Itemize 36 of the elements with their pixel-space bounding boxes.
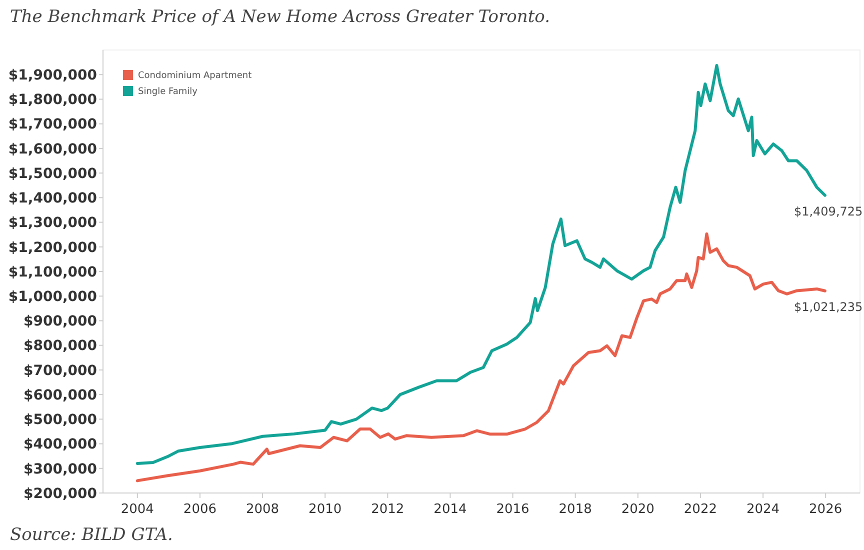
annotation: $1,409,725 [794, 204, 863, 218]
y-tick-label: $1,100,000 [8, 264, 98, 280]
x-tick-label: 2008 [246, 502, 280, 517]
y-tick-label: $1,500,000 [8, 166, 98, 182]
y-tick-label: $1,900,000 [8, 68, 98, 84]
y-tick-label: $1,000,000 [8, 289, 98, 306]
y-tick-label: $600,000 [23, 387, 98, 404]
legend-label: Single Family [138, 87, 198, 98]
y-tick-label: $1,700,000 [8, 116, 98, 133]
chart-title: The Benchmark Price of A New Home Across Greater Toronto. [10, 7, 550, 27]
x-tick-label: 2004 [120, 502, 154, 517]
y-tick-label: $800,000 [23, 338, 98, 354]
x-tick-label: 2024 [746, 502, 780, 517]
x-tick-label: 2022 [684, 502, 718, 517]
y-tick-label: $300,000 [23, 461, 98, 478]
x-tick-label: 2026 [809, 502, 842, 517]
x-tick-label: 2016 [496, 502, 530, 517]
annotation: $1,021,235 [794, 300, 863, 314]
y-tick-label: $1,300,000 [8, 215, 98, 232]
y-tick-label: $1,200,000 [8, 240, 98, 256]
y-tick-label: $1,600,000 [8, 141, 98, 158]
legend-label: Condominium Apartment [138, 71, 252, 82]
y-tick-label: $500,000 [23, 412, 98, 428]
y-tick-label: $1,800,000 [8, 92, 98, 108]
y-tick-label: $200,000 [23, 486, 98, 502]
y-tick-label: $400,000 [23, 436, 98, 453]
x-tick-label: 2018 [558, 502, 592, 517]
x-tick-label: 2010 [308, 502, 342, 517]
source-note: Source: BILD GTA. [10, 525, 173, 545]
y-tick-label: $900,000 [23, 314, 98, 330]
x-tick-label: 2012 [371, 502, 404, 517]
y-tick-label: $1,400,000 [8, 190, 98, 207]
x-tick-label: 2014 [434, 502, 467, 517]
x-tick-label: 2020 [621, 502, 654, 517]
y-tick-label: $700,000 [23, 362, 98, 379]
x-tick-label: 2006 [183, 502, 217, 517]
